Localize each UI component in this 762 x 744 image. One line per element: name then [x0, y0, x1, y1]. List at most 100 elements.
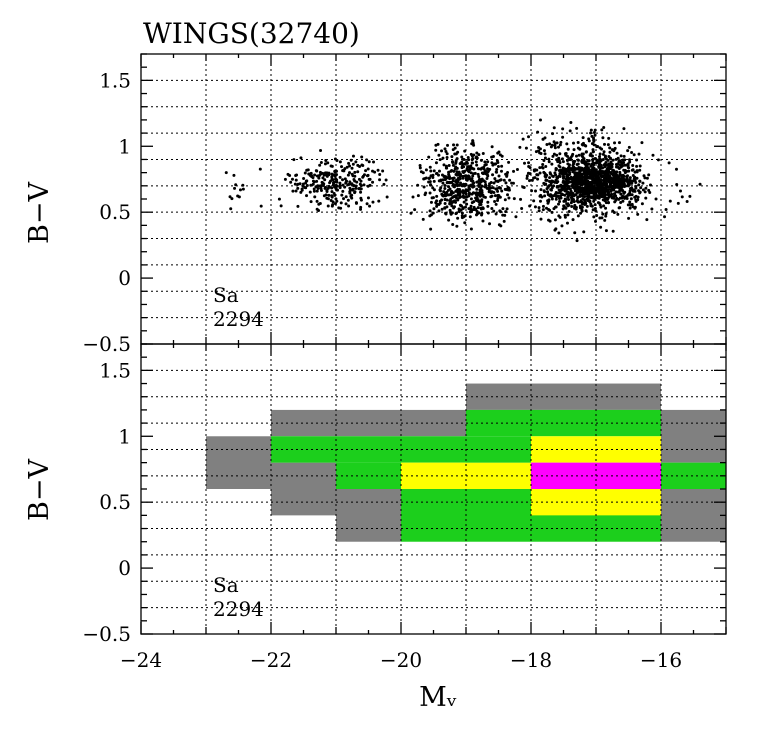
scatter-point — [234, 183, 238, 187]
scatter-point — [479, 158, 483, 162]
scatter-point — [456, 216, 460, 220]
scatter-point — [639, 186, 643, 190]
scatter-point — [619, 201, 623, 205]
scatter-point — [615, 170, 619, 174]
scatter-point — [471, 139, 475, 143]
scatter-point — [295, 173, 299, 177]
scatter-point — [372, 160, 376, 164]
scatter-point — [688, 194, 692, 198]
scatter-point — [576, 180, 580, 184]
scatter-point — [495, 187, 499, 191]
scatter-point — [349, 182, 353, 186]
scatter-point — [232, 173, 236, 177]
scatter-point — [446, 180, 450, 184]
scatter-point — [481, 207, 485, 211]
scatter-point — [478, 188, 482, 192]
scatter-point — [486, 200, 490, 204]
scatter-point — [476, 167, 480, 171]
scatter-point — [443, 183, 447, 187]
scatter-point — [582, 188, 586, 192]
scatter-point — [411, 195, 415, 199]
scatter-point — [555, 141, 559, 145]
scatter-point — [600, 189, 604, 193]
scatter-point — [315, 189, 319, 193]
scatter-point — [323, 171, 327, 175]
scatter-point — [418, 163, 422, 167]
scatter-point — [354, 160, 358, 164]
scatter-point — [535, 173, 539, 177]
scatter-point — [594, 209, 598, 213]
scatter-point — [587, 137, 591, 141]
scatter-point — [536, 130, 540, 134]
scatter-point — [348, 190, 352, 194]
scatter-point — [498, 195, 502, 199]
scatter-point — [572, 193, 576, 197]
scatter-point — [346, 173, 350, 177]
scatter-point — [230, 197, 234, 201]
scatter-point — [472, 184, 476, 188]
scatter-point — [538, 118, 542, 122]
scatter-point — [454, 212, 458, 216]
scatter-point — [477, 184, 481, 188]
scatter-point — [277, 197, 281, 201]
scatter-point — [619, 173, 623, 177]
scatter-point — [323, 162, 327, 166]
scatter-point — [352, 184, 356, 188]
y-tick-label: −0.5 — [82, 332, 131, 356]
scatter-point — [603, 162, 607, 166]
scatter-point — [452, 205, 456, 209]
scatter-point — [524, 146, 528, 150]
scatter-annotation-type: Sa — [213, 283, 239, 307]
scatter-point — [455, 224, 459, 228]
scatter-point — [448, 175, 452, 179]
scatter-point — [537, 146, 541, 150]
scatter-point — [367, 160, 371, 164]
scatter-point — [602, 150, 606, 154]
scatter-point — [604, 206, 608, 210]
scatter-point — [456, 191, 460, 195]
scatter-point — [587, 162, 591, 166]
scatter-point — [454, 172, 458, 176]
scatter-point — [559, 183, 563, 187]
scatter-point — [344, 195, 348, 199]
scatter-point — [301, 184, 305, 188]
scatter-point — [341, 183, 345, 187]
scatter-point — [565, 179, 569, 183]
scatter-point — [581, 136, 585, 140]
scatter-point — [608, 164, 612, 168]
scatter-point — [589, 131, 593, 135]
scatter-point — [359, 207, 363, 211]
scatter-point — [354, 186, 358, 190]
scatter-point — [476, 198, 480, 202]
scatter-point — [450, 155, 454, 159]
scatter-point — [455, 180, 459, 184]
scatter-point — [228, 195, 232, 199]
scatter-point — [428, 209, 432, 213]
scatter-point — [505, 187, 509, 191]
scatter-point — [525, 176, 529, 180]
scatter-point — [578, 169, 582, 173]
scatter-point — [429, 183, 433, 187]
scatter-point — [534, 189, 538, 193]
scatter-point — [596, 175, 600, 179]
scatter-point — [315, 169, 319, 173]
scatter-point — [576, 195, 580, 199]
scatter-point — [432, 179, 436, 183]
scatter-point — [502, 178, 506, 182]
scatter-point — [429, 227, 433, 231]
scatter-point — [615, 173, 619, 177]
scatter-point — [493, 162, 497, 166]
scatter-point — [608, 178, 612, 182]
scatter-point — [698, 182, 702, 186]
scatter-point — [459, 172, 463, 176]
scatter-point — [418, 166, 422, 170]
scatter-point — [654, 197, 658, 201]
scatter-point — [638, 168, 642, 172]
scatter-point — [308, 190, 312, 194]
scatter-point — [618, 206, 622, 210]
scatter-point — [547, 157, 551, 161]
scatter-point — [613, 146, 617, 150]
scatter-point — [550, 179, 554, 183]
scatter-point — [449, 212, 453, 216]
scatter-point — [551, 132, 555, 136]
